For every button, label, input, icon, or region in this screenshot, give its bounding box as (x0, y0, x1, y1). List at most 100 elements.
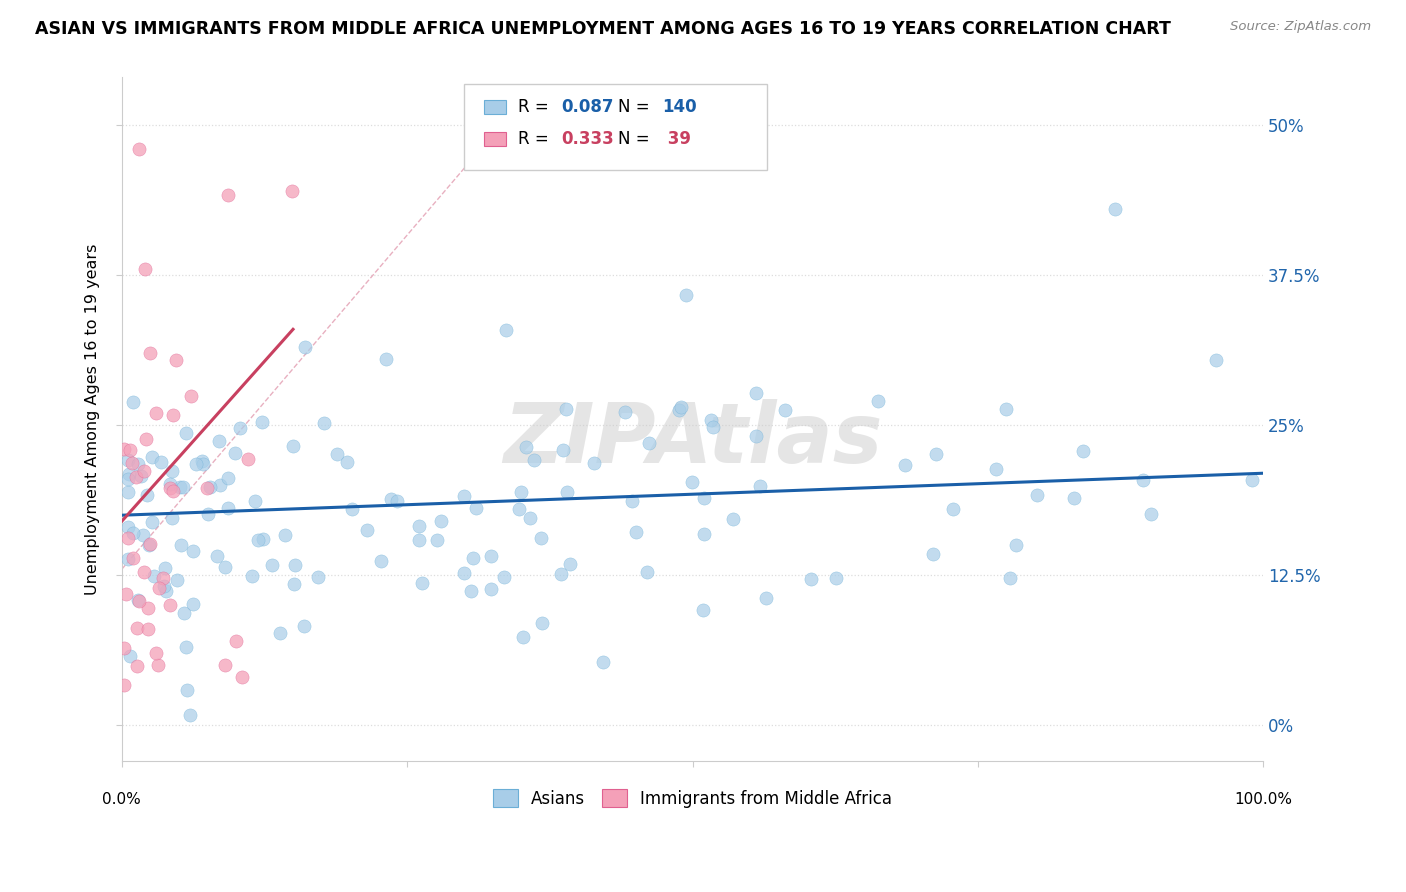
FancyBboxPatch shape (484, 100, 506, 113)
Point (122, 394, 145, 409)
Point (866, 394, 889, 409)
Point (1025, 488, 1047, 502)
Point (638, 435, 661, 450)
Point (122, 526, 145, 541)
Point (128, 594, 150, 608)
Point (1071, 444, 1094, 458)
Point (146, 658, 169, 673)
Point (180, 389, 202, 403)
FancyBboxPatch shape (484, 132, 506, 145)
Point (117, 453, 139, 467)
Point (260, 558, 283, 572)
Point (519, 511, 541, 525)
Point (924, 447, 946, 461)
Point (127, 457, 149, 471)
Point (557, 485, 579, 500)
Point (236, 452, 259, 467)
Point (1205, 353, 1227, 368)
Point (112, 641, 135, 656)
Point (174, 640, 197, 654)
Point (294, 340, 316, 354)
Point (128, 142, 150, 156)
Point (668, 403, 690, 417)
Point (512, 630, 534, 644)
Point (693, 526, 716, 541)
Legend: Asians, Immigrants from Middle Africa: Asians, Immigrants from Middle Africa (486, 782, 898, 814)
Point (453, 489, 475, 503)
Point (138, 601, 160, 615)
Point (411, 576, 433, 591)
Point (117, 484, 139, 499)
Point (205, 549, 228, 563)
Point (145, 646, 167, 660)
Point (626, 524, 648, 539)
Point (172, 480, 194, 494)
Point (269, 626, 291, 640)
Point (135, 488, 157, 502)
Point (245, 493, 267, 508)
Point (112, 442, 135, 456)
Point (523, 452, 546, 467)
Point (217, 188, 239, 202)
Point (281, 184, 304, 198)
Point (340, 501, 363, 516)
Point (531, 615, 554, 630)
Point (139, 346, 162, 360)
Point (986, 462, 1008, 476)
Point (197, 508, 219, 522)
Point (229, 421, 252, 435)
Point (479, 549, 502, 564)
Point (515, 440, 537, 454)
Point (141, 450, 163, 464)
Point (117, 519, 139, 533)
Point (131, 469, 153, 483)
Point (224, 445, 246, 459)
Point (155, 583, 177, 598)
Text: ASIAN VS IMMIGRANTS FROM MIDDLE AFRICA UNEMPLOYMENT AMONG AGES 16 TO 19 YEARS CO: ASIAN VS IMMIGRANTS FROM MIDDLE AFRICA U… (35, 20, 1171, 37)
Point (162, 409, 184, 423)
Point (250, 416, 273, 430)
Point (115, 587, 138, 601)
Point (460, 583, 482, 598)
Point (681, 475, 703, 490)
Point (160, 511, 183, 525)
Point (692, 603, 714, 617)
Point (721, 512, 744, 526)
Point (702, 420, 724, 434)
Point (1132, 473, 1154, 487)
Point (170, 538, 193, 552)
Point (894, 458, 917, 472)
Point (326, 447, 349, 461)
Point (1140, 508, 1163, 522)
Point (191, 454, 214, 468)
Point (118, 443, 141, 458)
Point (800, 572, 823, 586)
Point (492, 570, 515, 584)
Point (138, 538, 160, 552)
Point (408, 519, 430, 533)
Point (152, 571, 174, 585)
Point (356, 523, 378, 537)
Point (426, 533, 449, 547)
Point (214, 658, 236, 673)
Point (121, 456, 143, 470)
Point (138, 622, 160, 636)
Point (274, 528, 297, 542)
Point (430, 514, 453, 528)
Point (127, 593, 149, 607)
Point (159, 476, 181, 491)
Point (173, 607, 195, 621)
Point (292, 619, 315, 633)
Text: R =: R = (517, 98, 554, 116)
Point (150, 455, 173, 469)
Point (745, 386, 768, 401)
Point (998, 571, 1021, 585)
Point (1063, 491, 1085, 506)
Point (231, 670, 253, 684)
Point (217, 501, 239, 516)
Point (1240, 473, 1263, 487)
Text: 100.0%: 100.0% (1234, 791, 1292, 806)
Point (453, 566, 475, 580)
Text: R =: R = (517, 130, 554, 148)
Point (283, 577, 305, 591)
